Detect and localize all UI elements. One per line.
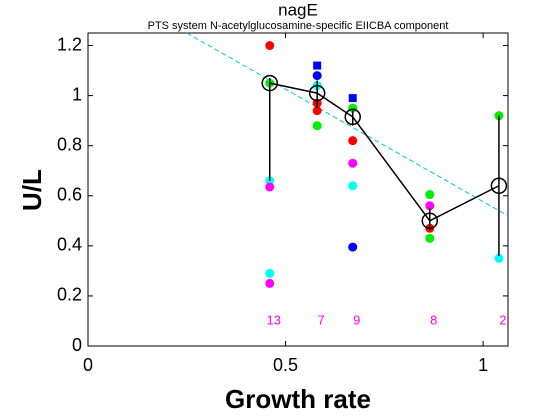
y-tick-label: 0 [72, 335, 82, 355]
point [348, 94, 357, 103]
fit-line [186, 32, 509, 217]
chart-title: nagE [278, 0, 318, 19]
x-tick-label: 0 [83, 355, 93, 375]
point [312, 106, 322, 116]
plot-frame [87, 32, 509, 347]
point [425, 190, 435, 200]
count-label: 7 [318, 312, 325, 327]
point [425, 233, 435, 243]
y-tick-label: 1.2 [57, 34, 82, 54]
point [265, 41, 275, 51]
y-axis-label: U/L [17, 169, 47, 211]
y-tick-label: 1 [72, 84, 82, 104]
point [265, 182, 275, 192]
y-tick-label: 0.8 [57, 134, 82, 154]
point [348, 181, 358, 191]
count-label: 2 [499, 312, 506, 327]
x-tick-label: 1 [478, 355, 488, 375]
point [265, 268, 275, 278]
x-axis-label: Growth rate [225, 384, 371, 414]
count-label: 9 [353, 312, 360, 327]
mean-point [421, 212, 439, 230]
mean-point [490, 177, 508, 194]
mean-point [308, 84, 326, 102]
mean-point [261, 74, 278, 92]
count-label: 13 [267, 312, 281, 327]
point [313, 61, 322, 70]
point [494, 253, 504, 263]
point [265, 278, 275, 288]
mean-point [344, 108, 361, 126]
count-label: 8 [430, 312, 437, 327]
x-tick-label: 0.5 [273, 355, 298, 375]
chart-subtitle: PTS system N-acetylglucosamine-specific … [148, 20, 449, 32]
point [348, 158, 358, 168]
point [425, 201, 435, 211]
y-tick-label: 0.2 [57, 285, 82, 305]
point [348, 136, 358, 146]
point [348, 242, 358, 252]
point [312, 121, 322, 131]
mean-line [269, 82, 500, 222]
y-tick-label: 0.4 [57, 235, 82, 255]
point [312, 71, 322, 81]
y-tick-label: 0.6 [57, 185, 82, 205]
